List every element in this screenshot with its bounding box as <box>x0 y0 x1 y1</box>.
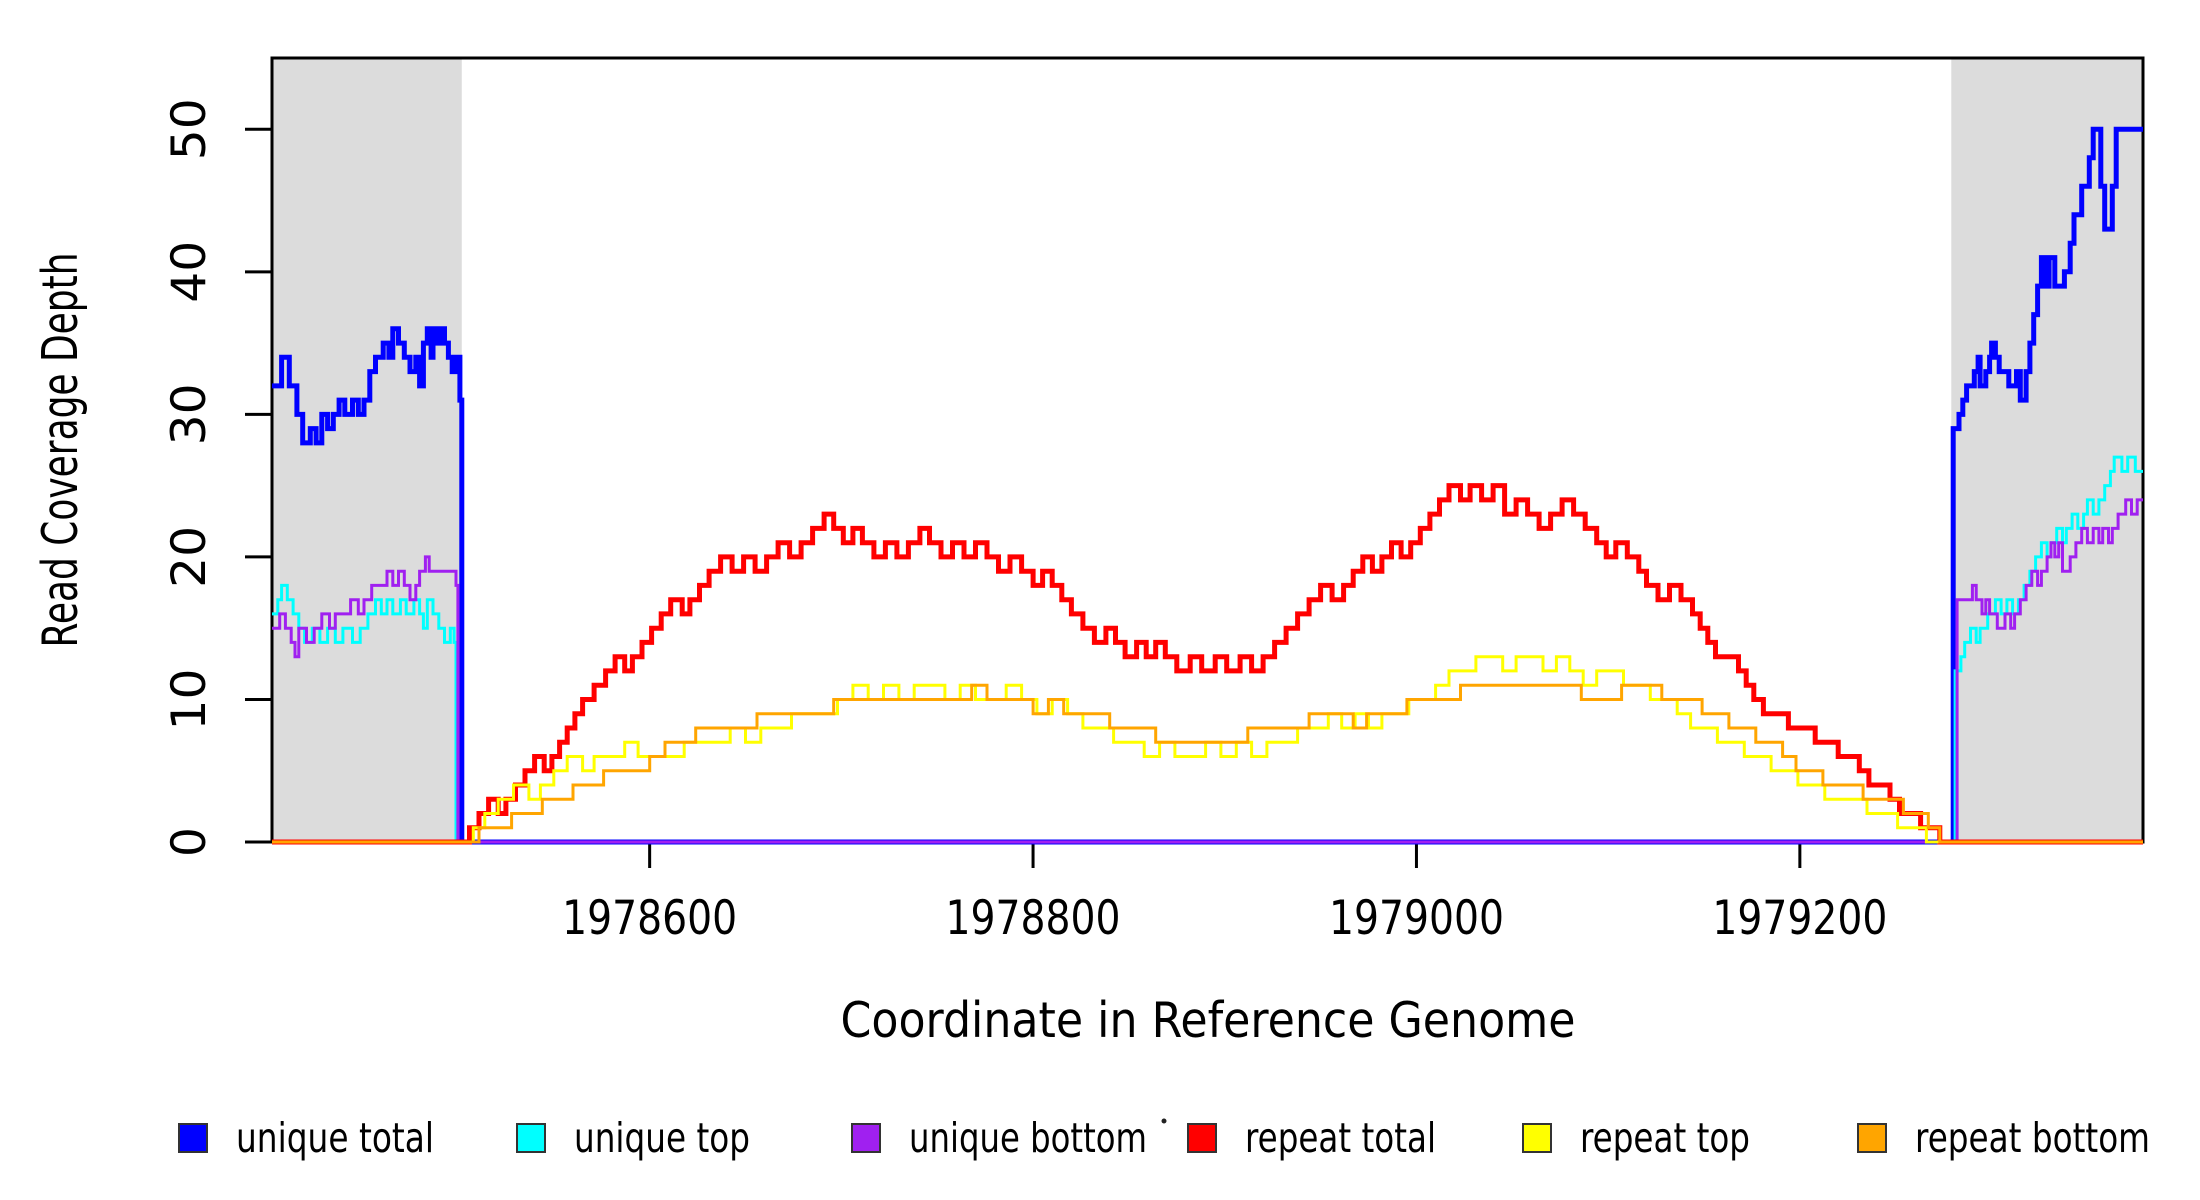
legend-label-unique-top: unique top <box>574 1114 750 1162</box>
y-tick-label: 0 <box>162 827 217 857</box>
series-repeat-bottom-line <box>272 683 2143 844</box>
y-tick-label: 10 <box>162 668 217 730</box>
legend: unique total unique top unique bottom repea… <box>178 1114 2150 1162</box>
x-tick-label: 1979200 <box>1712 891 1887 946</box>
series-unique-total-line <box>272 126 2143 845</box>
legend-swatch-repeat-top <box>1522 1123 1552 1153</box>
legend-swatch-unique-total <box>178 1123 208 1153</box>
legend-swatch-unique-bottom <box>851 1123 881 1153</box>
legend-label-repeat-total: repeat total <box>1245 1114 1436 1162</box>
series-unique-top-line <box>272 455 2143 844</box>
y-tick-label: 50 <box>162 98 217 160</box>
y-tick-label: 40 <box>162 241 217 303</box>
legend-label-unique-bottom: unique bottom <box>909 1114 1147 1162</box>
legend-swatch-repeat-total <box>1187 1123 1217 1153</box>
highlight-regions <box>272 58 2143 842</box>
shaded-region <box>272 58 462 842</box>
legend-swatch-unique-top <box>516 1123 546 1153</box>
legend-label-repeat-bottom: repeat bottom <box>1915 1114 2150 1162</box>
x-tick-label: 1978800 <box>946 891 1121 946</box>
x-tick-label: 1978600 <box>562 891 737 946</box>
series-repeat-total-line <box>272 483 2143 845</box>
axes: 1978600 1978800 1979000 1979200 0 10 20 30 40 50 <box>162 56 2145 946</box>
legend-swatch-repeat-bottom <box>1857 1123 1887 1153</box>
x-tick-label: 1979000 <box>1329 891 1504 946</box>
y-tick-label: 30 <box>162 383 217 445</box>
series-repeat-top-line <box>272 655 2143 844</box>
series-lines <box>272 126 2143 845</box>
stray-mark <box>1161 1118 1167 1124</box>
legend-label-unique-total: unique total <box>236 1114 434 1162</box>
plot-box <box>270 56 2145 844</box>
x-axis-title: Coordinate in Reference Genome <box>841 992 1576 1049</box>
series-unique-bottom-line <box>272 498 2143 844</box>
legend-label-repeat-top: repeat top <box>1580 1114 1750 1162</box>
y-tick-label: 20 <box>162 526 217 588</box>
y-axis-title: Read Coverage Depth <box>32 253 89 648</box>
